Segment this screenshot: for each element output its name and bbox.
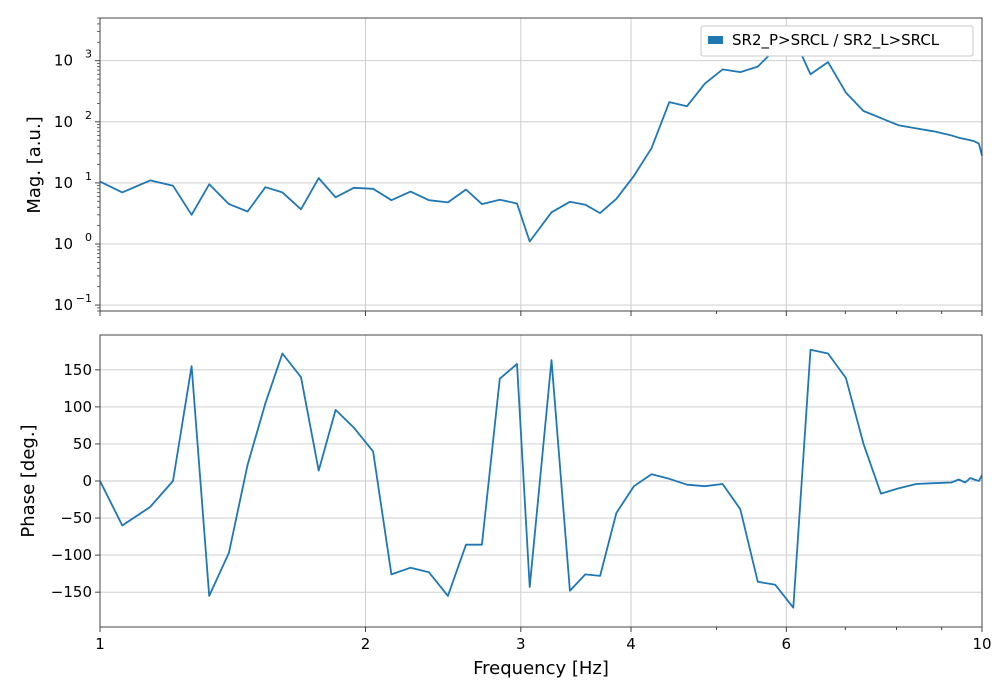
legend-box (700, 25, 974, 57)
frequency-x-axis-label: Frequency [Hz] (473, 658, 609, 679)
legend-label: SR2_P>SRCL / SR2_L>SRCL (732, 31, 940, 50)
phase-y-tick-label: −50 (60, 509, 92, 527)
magnitude-y-tick-label: 10 (54, 52, 73, 70)
phase-y-tick-label: −150 (51, 583, 92, 601)
phase-x-tick-label: 6 (782, 635, 792, 653)
phase-x-tick-label: 4 (626, 635, 636, 653)
phase-series-line (99, 348, 983, 609)
legend-swatch (708, 36, 723, 44)
magnitude-series-line (99, 36, 983, 243)
phase-axes-frame (99, 334, 983, 628)
phase-x-tick-label: 10 (972, 635, 991, 653)
phase-panel: 150 100 50 0 −50 −100 −150 1 2 3 4 6 10 (51, 334, 992, 653)
magnitude-axes-frame (99, 17, 983, 312)
phase-y-tick-label: 150 (63, 361, 92, 379)
phase-x-tick-label: 1 (95, 635, 105, 653)
phase-y-tick-label: −100 (51, 546, 92, 564)
magnitude-y-tick-label: 10 (54, 174, 73, 192)
legend: SR2_P>SRCL / SR2_L>SRCL (700, 25, 974, 57)
magnitude-y-axis-label: Mag. [a.u.] (24, 116, 45, 213)
phase-x-tick-label: 2 (361, 635, 371, 653)
magnitude-y-tick-exponent: 3 (85, 48, 92, 61)
magnitude-y-tick-label: 10 (54, 296, 73, 314)
magnitude-y-tick-label: 10 (54, 235, 73, 253)
magnitude-y-tick-exponent: 2 (85, 109, 92, 122)
magnitude-y-tick-exponent: −1 (76, 292, 92, 305)
phase-y-tick-label: 100 (63, 398, 92, 416)
magnitude-y-tick-exponent: 1 (85, 170, 92, 183)
phase-y-axis-label: Phase [deg.] (18, 424, 39, 537)
phase-y-tick-label: 0 (82, 472, 92, 490)
phase-y-tick-label: 50 (73, 435, 92, 453)
magnitude-y-tick-exponent: 0 (85, 231, 92, 244)
phase-x-tick-label: 3 (516, 635, 526, 653)
magnitude-y-tick-label: 10 (54, 113, 73, 131)
